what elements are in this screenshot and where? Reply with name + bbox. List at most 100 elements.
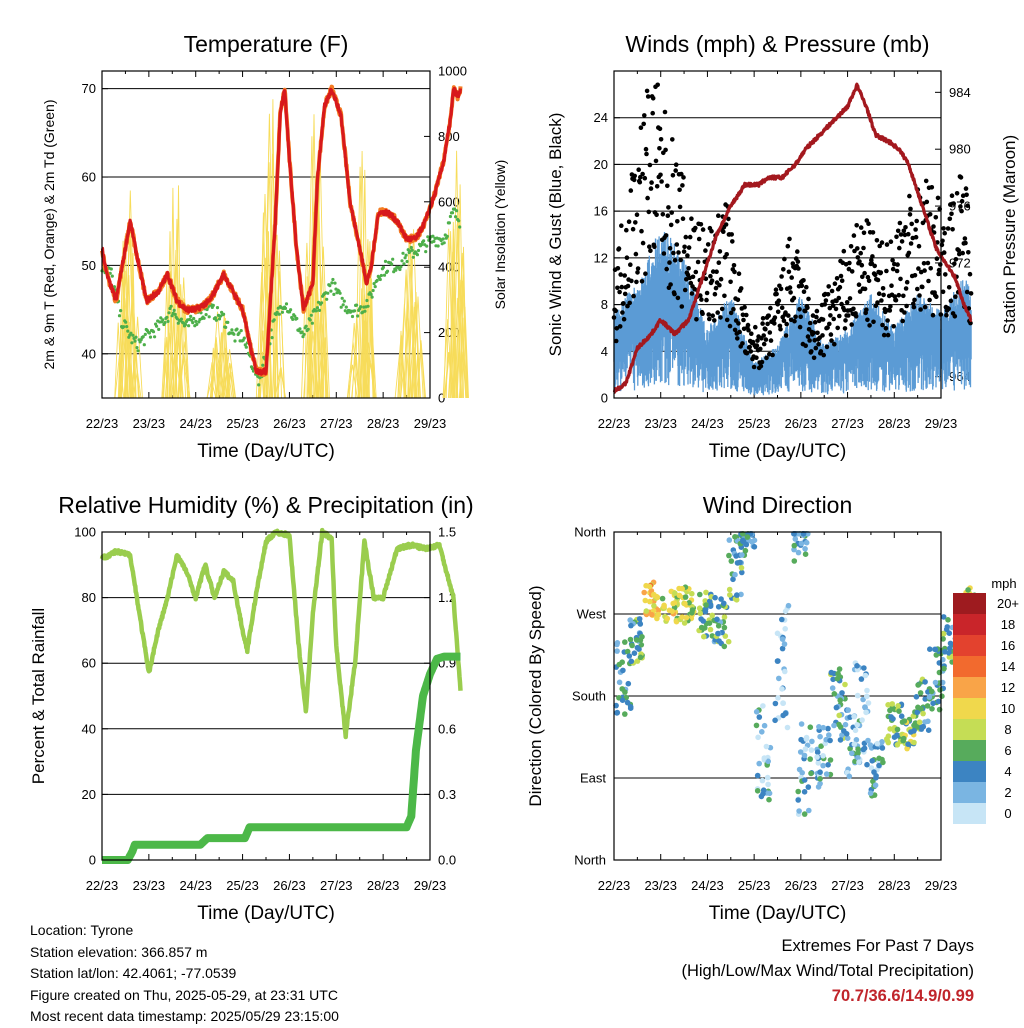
gust-point: [820, 333, 825, 338]
dewpoint-point: [344, 305, 348, 309]
gust-point: [846, 266, 852, 272]
direction-point: [801, 777, 808, 783]
gust-point: [895, 228, 901, 234]
direction-point: [734, 592, 740, 598]
direction-point: [775, 695, 781, 701]
gust-point: [615, 266, 621, 271]
direction-point: [860, 696, 866, 703]
direction-point: [681, 620, 688, 626]
direction-point: [751, 544, 758, 550]
temperature-xtick-label: 25/23: [226, 416, 259, 431]
direction-point: [764, 774, 771, 781]
gust-point: [912, 273, 918, 278]
dewpoint-point: [340, 296, 344, 300]
solar-spike: [273, 271, 286, 399]
dewpoint-point: [309, 313, 313, 317]
dewpoint-point: [275, 310, 279, 314]
gust-point: [712, 318, 717, 323]
gust-point: [640, 240, 646, 246]
gust-point: [826, 284, 831, 289]
solar-spike: [358, 288, 365, 399]
dewpoint-point: [350, 314, 355, 319]
gust-point: [930, 312, 936, 318]
direction-point: [661, 603, 667, 610]
legend-swatch: [953, 803, 986, 824]
direction-point: [707, 626, 714, 633]
gust-point: [921, 261, 927, 266]
gust-point: [693, 225, 698, 231]
gust-point: [912, 297, 917, 303]
direction-point: [624, 648, 631, 655]
gust-point: [758, 363, 764, 369]
station-location: Location: Tyrone: [30, 922, 134, 938]
dewpoint-point: [183, 322, 188, 327]
direction-point: [865, 737, 871, 744]
extremes-title: Extremes For Past 7 Days: [781, 937, 974, 955]
gust-point: [652, 244, 657, 250]
solar-spike: [262, 113, 276, 399]
solar-spike: [269, 205, 279, 399]
direction-point: [817, 733, 823, 740]
gust-point: [805, 305, 810, 311]
dewpoint-point: [445, 234, 449, 238]
gust-point: [674, 242, 680, 247]
gust-point: [908, 241, 914, 246]
temperature-frame: [101, 70, 431, 399]
gust-point: [929, 185, 935, 190]
dewpoint-point: [308, 318, 312, 322]
direction-point: [944, 624, 951, 630]
direction-point: [707, 601, 714, 608]
dewpoint-point: [306, 327, 310, 331]
gust-point: [614, 326, 620, 331]
legend-label: 12: [1001, 680, 1015, 695]
dewpoint-point: [131, 333, 135, 337]
solar-spike: [163, 336, 171, 399]
solar-spike: [309, 114, 319, 399]
dewpoint-point: [222, 312, 226, 316]
gust-point: [778, 286, 784, 292]
gust-point: [898, 232, 904, 237]
direction-point: [917, 690, 924, 696]
gust-point: [683, 234, 689, 240]
direction-point: [929, 706, 935, 712]
gust-point: [722, 293, 727, 299]
gust-point: [792, 318, 797, 324]
dewpoint-point: [289, 308, 293, 312]
dewpoint-point: [298, 327, 302, 331]
gust-point: [668, 282, 673, 287]
gust-point: [647, 162, 653, 168]
gust-point: [670, 173, 676, 178]
dewpoint-point: [448, 214, 452, 219]
direction-point: [616, 679, 623, 686]
direction-point: [820, 762, 826, 769]
direction-point: [682, 594, 689, 600]
direction-point: [853, 737, 860, 743]
winds-title: Winds (mph) & Pressure (mb): [625, 31, 929, 57]
humidity-ytick-label: 60: [82, 656, 96, 671]
gust-point: [643, 146, 649, 152]
legend-label: 16: [1001, 638, 1015, 653]
gust-point: [954, 191, 960, 196]
direction-point: [759, 729, 765, 735]
gust-point: [879, 298, 884, 303]
winds-xtick-label: 26/23: [785, 416, 818, 431]
direction-title: Wind Direction: [703, 492, 853, 518]
dewpoint-point: [135, 346, 139, 350]
direction-point: [616, 661, 623, 668]
station-elevation: Station elevation: 366.857 m: [30, 943, 208, 960]
gust-point: [894, 268, 900, 274]
direction-point: [785, 602, 792, 609]
direction-point: [780, 700, 786, 706]
solar-spike: [221, 360, 233, 399]
gust-point: [870, 254, 875, 259]
dewpoint-point: [320, 301, 324, 305]
direction-point: [904, 745, 910, 752]
direction-point: [820, 753, 826, 759]
gust-point: [859, 262, 865, 268]
gust-point: [860, 274, 865, 280]
gust-point: [736, 321, 741, 326]
gust-point: [654, 212, 659, 218]
dewpoint-point: [233, 339, 237, 343]
legend-swatch: [953, 677, 986, 698]
direction-point: [815, 760, 822, 766]
